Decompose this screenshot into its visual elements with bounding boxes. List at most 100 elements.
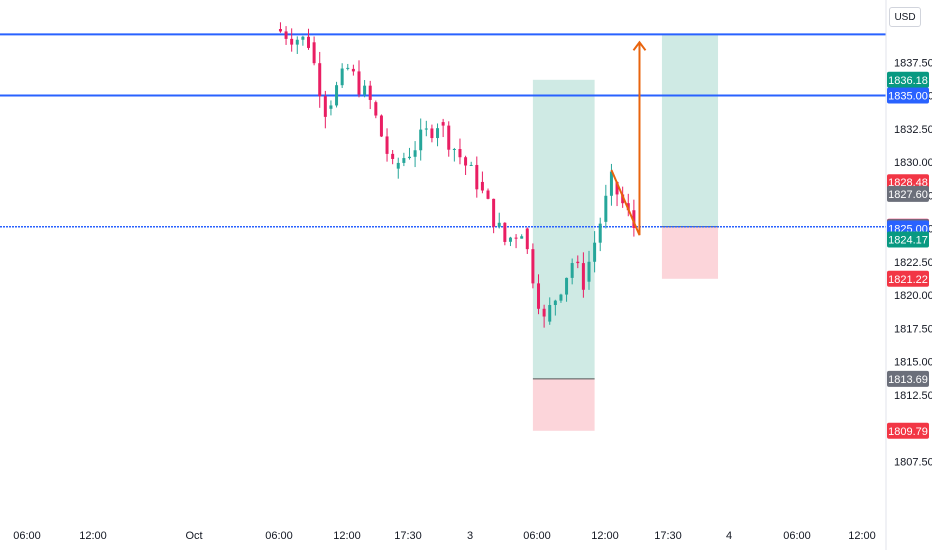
price-tick-label: 1817.50: [894, 323, 932, 335]
candle-body: [581, 263, 585, 290]
candle-body: [396, 162, 400, 169]
candle-body: [374, 102, 378, 116]
candle-body: [441, 122, 445, 126]
candle-body: [609, 171, 613, 196]
candle-body: [385, 136, 389, 154]
candle-body: [486, 190, 490, 199]
candle-body: [615, 181, 619, 195]
price-badge: [887, 422, 929, 439]
target-zone-2: [661, 34, 719, 227]
candle-body: [542, 308, 546, 317]
price-tick-label: 1815.00: [894, 357, 932, 369]
time-tick-label: Oct: [185, 530, 202, 542]
candle-body: [323, 96, 327, 117]
candle-body: [559, 294, 563, 301]
price-badge: [887, 87, 929, 104]
candle-body: [587, 261, 591, 282]
candle-body: [632, 210, 636, 228]
horizontal-levels: [0, 33, 886, 228]
price-tick-label: 1812.50: [894, 390, 932, 402]
candle-body: [290, 38, 294, 45]
candle-body: [593, 242, 597, 262]
time-tick-label: 4: [726, 530, 732, 542]
price-badge-label: 1813.69: [888, 374, 928, 386]
candle-body: [570, 263, 574, 278]
price-badges: 1836.181835.001828.481827.601825.1309:55…: [887, 71, 929, 439]
price-tick-label: 1807.50: [894, 456, 932, 468]
candle-body: [598, 223, 602, 243]
price-badge-label: 1835.00: [888, 91, 928, 103]
candle-body: [402, 158, 406, 163]
price-badge-label: 1836.18: [888, 75, 928, 87]
candle-body: [329, 105, 333, 109]
candle-body: [363, 85, 367, 95]
candle-body: [469, 164, 473, 166]
candle-body: [335, 85, 339, 106]
candlesticks: [278, 22, 636, 328]
target-zone-1: [532, 79, 595, 379]
candle-body: [407, 156, 411, 159]
candle-body: [447, 125, 451, 150]
candle-body: [565, 277, 569, 295]
price-badge: [887, 185, 929, 202]
time-tick-label: 12:00: [333, 530, 361, 542]
price-badge-label: 1827.60: [888, 189, 928, 201]
candle-body: [379, 115, 383, 137]
time-tick-label: 06:00: [523, 530, 551, 542]
candle-body: [301, 36, 305, 40]
price-badge: [887, 270, 929, 287]
candle-body: [357, 71, 361, 95]
candle-body: [537, 283, 541, 309]
price-badge-label: 1809.79: [888, 426, 928, 438]
candle-body: [391, 153, 395, 159]
candle-body: [295, 39, 299, 45]
candle-body: [480, 181, 484, 191]
candle-body: [424, 128, 428, 130]
candle-body: [419, 129, 423, 151]
arrow-head: [632, 40, 647, 51]
candle-body: [475, 164, 479, 190]
candle-body: [531, 249, 535, 284]
position-zones: [532, 34, 719, 431]
candle-body: [307, 36, 310, 48]
time-tick-label: 17:30: [654, 530, 682, 542]
price-badge: [887, 231, 929, 248]
time-tick-label: 06:00: [265, 530, 293, 542]
candle-body: [503, 222, 507, 242]
projection-path: [610, 42, 641, 236]
candle-body: [514, 237, 518, 239]
candle-body: [464, 157, 468, 166]
price-badge: [887, 370, 929, 387]
candle-body: [351, 68, 355, 72]
candle-body: [492, 198, 496, 227]
candle-body: [368, 85, 372, 100]
time-tick-label: 12:00: [591, 530, 619, 542]
price-tick-label: 1822.50: [894, 257, 932, 269]
candle-body: [553, 300, 557, 306]
time-tick-label: 12:00: [79, 530, 107, 542]
time-tick-label: 3: [467, 530, 473, 542]
price-badge: [887, 71, 929, 88]
candle-body: [430, 128, 434, 139]
price-tick-label: 1837.50: [894, 57, 932, 69]
time-tick-label: 06:00: [13, 530, 41, 542]
time-tick-label: 17:30: [394, 530, 422, 542]
candle-body: [436, 128, 440, 139]
candle-body: [452, 149, 456, 151]
currency-button[interactable]: USD: [889, 7, 921, 27]
stop-zone-1: [532, 378, 595, 431]
candle-body: [278, 29, 282, 32]
candle-body: [576, 261, 580, 264]
price-tick-label: 1832.50: [894, 124, 932, 136]
price-tick-label: 1820.00: [894, 290, 932, 302]
candle-body: [284, 31, 288, 39]
candle-body: [621, 194, 625, 204]
candle-body: [458, 149, 462, 158]
price-tick-label: 1830.00: [894, 157, 932, 169]
candle-body: [520, 236, 524, 239]
time-axis[interactable]: 06:00 12:00 Oct 06:00 12:00 17:30 3 06:00 12:00 1…: [13, 530, 876, 542]
time-tick-label: 06:00: [783, 530, 811, 542]
candle-body: [312, 42, 316, 64]
price-badge-label: 1824.17: [888, 235, 928, 247]
